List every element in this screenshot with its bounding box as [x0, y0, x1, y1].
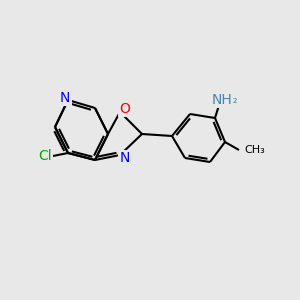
Text: CH₃: CH₃: [244, 145, 265, 155]
Text: NH: NH: [212, 93, 233, 107]
Text: O: O: [120, 102, 130, 116]
Text: N: N: [120, 151, 130, 165]
Text: Cl: Cl: [38, 149, 52, 163]
Text: ₂: ₂: [233, 95, 238, 105]
Text: N: N: [60, 91, 70, 105]
